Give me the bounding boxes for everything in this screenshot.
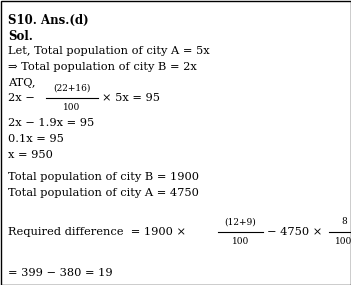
Text: Sol.: Sol.: [8, 30, 33, 43]
Text: 2x −: 2x −: [8, 93, 35, 103]
Text: Total population of city B = 1900: Total population of city B = 1900: [8, 172, 199, 182]
Text: x = 950: x = 950: [8, 150, 53, 160]
Text: 8: 8: [341, 217, 347, 227]
Text: (22+16): (22+16): [53, 84, 91, 93]
Text: − 4750 ×: − 4750 ×: [267, 227, 322, 237]
Text: 100: 100: [335, 237, 351, 247]
Text: Total population of city A = 4750: Total population of city A = 4750: [8, 188, 199, 198]
Text: S10. Ans.(d): S10. Ans.(d): [8, 14, 88, 27]
Text: = 399 − 380 = 19: = 399 − 380 = 19: [8, 268, 113, 278]
Text: (12+9): (12+9): [225, 217, 256, 227]
Text: 100: 100: [64, 103, 81, 113]
Text: 0.1x = 95: 0.1x = 95: [8, 134, 64, 144]
Text: × 5x = 95: × 5x = 95: [102, 93, 160, 103]
Text: ⇒ Total population of city B = 2x: ⇒ Total population of city B = 2x: [8, 62, 197, 72]
Text: Let, Total population of city A = 5x: Let, Total population of city A = 5x: [8, 46, 210, 56]
Text: 100: 100: [232, 237, 249, 247]
Text: Required difference  = 1900 ×: Required difference = 1900 ×: [8, 227, 186, 237]
Text: 2x − 1.9x = 95: 2x − 1.9x = 95: [8, 118, 94, 128]
Text: ATQ,: ATQ,: [8, 78, 35, 88]
